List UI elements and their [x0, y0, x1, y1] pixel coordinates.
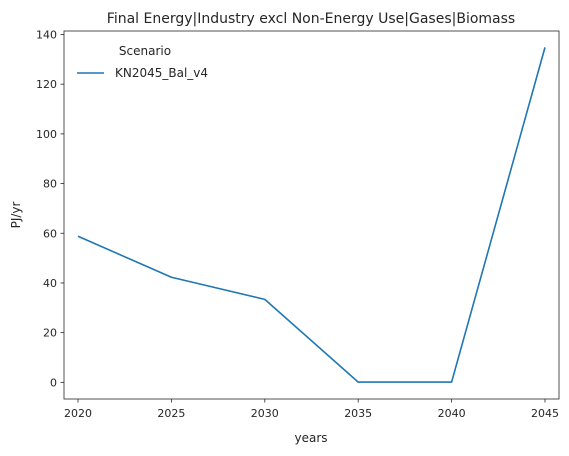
y-tick-label: 40 [43, 277, 57, 290]
x-tick-label: 2045 [531, 407, 559, 420]
x-tick-label: 2030 [251, 407, 279, 420]
series-layer [77, 47, 546, 383]
y-tick-label: 100 [36, 128, 57, 141]
x-tick-label: 2020 [64, 407, 92, 420]
plot-area [63, 30, 560, 400]
legend-label-kn2045-bal-v4: KN2045_Bal_v4 [115, 66, 208, 80]
series-line-0 [77, 47, 546, 383]
chart-title: Final Energy|Industry excl Non-Energy Us… [107, 11, 515, 27]
x-tick-label: 2035 [344, 407, 372, 420]
y-tick-label: 20 [43, 327, 57, 340]
x-axis-label: years [294, 431, 327, 445]
y-axis-label: PJ/yr [9, 202, 23, 229]
y-axis: 0 20 40 60 80 100 120 140 [36, 28, 64, 389]
x-tick-label: 2040 [438, 407, 466, 420]
legend: Scenario KN2045_Bal_v4 [77, 44, 208, 80]
legend-title: Scenario [119, 44, 171, 58]
x-tick-label: 2025 [157, 407, 185, 420]
y-tick-label: 140 [36, 28, 57, 41]
y-tick-label: 60 [43, 227, 57, 240]
y-tick-label: 80 [43, 178, 57, 191]
x-axis: 2020 2025 2030 2035 2040 2045 [64, 399, 559, 420]
y-tick-label: 0 [50, 376, 57, 389]
y-tick-label: 120 [36, 78, 57, 91]
